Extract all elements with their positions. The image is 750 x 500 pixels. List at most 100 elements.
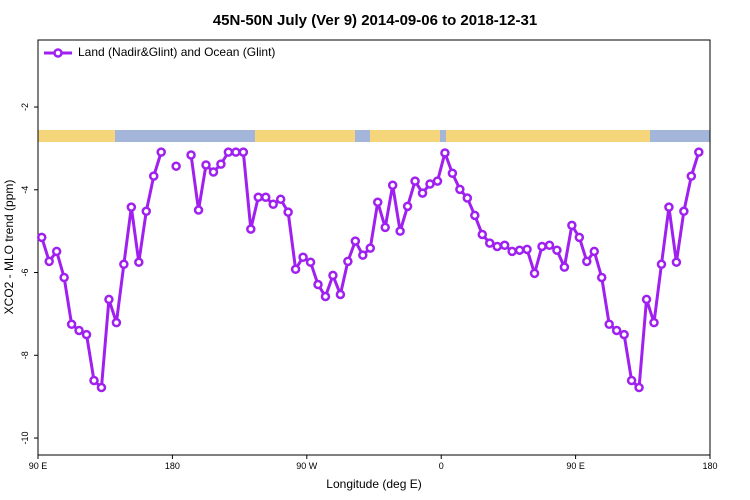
point bbox=[253, 192, 264, 202]
point bbox=[134, 257, 144, 267]
x-tick-label: 180 bbox=[702, 461, 717, 471]
y-tick-label: -8 bbox=[20, 351, 30, 359]
point bbox=[186, 150, 196, 160]
point bbox=[59, 272, 69, 283]
point bbox=[484, 238, 495, 248]
point bbox=[589, 246, 600, 257]
point bbox=[36, 232, 47, 243]
point bbox=[126, 202, 137, 212]
point bbox=[380, 222, 390, 233]
point bbox=[320, 291, 331, 302]
point bbox=[671, 257, 682, 267]
y-tick-label: -6 bbox=[20, 269, 30, 277]
point bbox=[447, 168, 458, 178]
point bbox=[305, 257, 316, 267]
point bbox=[492, 241, 502, 252]
point bbox=[74, 325, 84, 336]
point bbox=[440, 148, 450, 158]
point bbox=[365, 243, 376, 253]
land-ocean-strip bbox=[38, 130, 710, 142]
point bbox=[604, 319, 614, 330]
point bbox=[611, 325, 622, 336]
x-tick-label: 90 E bbox=[566, 461, 585, 471]
point bbox=[649, 317, 659, 328]
y-tick-label: -4 bbox=[20, 186, 30, 194]
chart-title: 45N-50N July (Ver 9) 2014-09-06 to 2018-… bbox=[213, 12, 537, 29]
point bbox=[141, 206, 152, 217]
point bbox=[679, 206, 689, 217]
x-tick-label: 180 bbox=[165, 461, 180, 471]
point bbox=[44, 256, 54, 267]
point bbox=[171, 161, 181, 171]
point bbox=[216, 159, 226, 169]
point bbox=[455, 184, 465, 195]
point bbox=[395, 226, 405, 236]
point bbox=[425, 179, 435, 189]
point bbox=[656, 259, 667, 270]
y-tick-label: -10 bbox=[20, 432, 30, 445]
point bbox=[529, 268, 540, 279]
point bbox=[350, 236, 361, 246]
point bbox=[537, 241, 547, 252]
x-axis-label: Longitude (deg E) bbox=[326, 477, 421, 491]
point bbox=[432, 176, 443, 186]
point bbox=[410, 176, 420, 186]
point bbox=[275, 194, 286, 205]
legend-label: Land (Nadir&Glint) and Ocean (Glint) bbox=[78, 45, 275, 59]
point bbox=[634, 382, 644, 393]
y-tick-label: -2 bbox=[20, 103, 30, 111]
point bbox=[402, 201, 413, 212]
point bbox=[298, 252, 308, 262]
point bbox=[111, 317, 122, 328]
point bbox=[231, 147, 241, 157]
point bbox=[268, 199, 278, 210]
point bbox=[664, 202, 674, 212]
point bbox=[313, 279, 323, 290]
point bbox=[596, 272, 607, 283]
point bbox=[156, 147, 166, 157]
point bbox=[514, 245, 525, 255]
point bbox=[260, 192, 271, 202]
plot-frame bbox=[37, 39, 711, 456]
point bbox=[574, 232, 585, 243]
point bbox=[89, 375, 99, 386]
point bbox=[223, 147, 234, 157]
point bbox=[499, 240, 510, 250]
point bbox=[559, 262, 570, 272]
point bbox=[81, 329, 92, 340]
legend-marker bbox=[53, 48, 63, 58]
point bbox=[694, 147, 704, 157]
point bbox=[51, 246, 62, 257]
point bbox=[626, 375, 637, 386]
point bbox=[686, 171, 697, 181]
point bbox=[641, 294, 652, 305]
point bbox=[238, 147, 249, 157]
point bbox=[66, 319, 77, 330]
point bbox=[372, 197, 383, 207]
point bbox=[119, 259, 129, 270]
point bbox=[387, 180, 398, 190]
point bbox=[522, 244, 532, 255]
point bbox=[582, 256, 592, 267]
x-tick-label: 0 bbox=[439, 461, 444, 471]
point bbox=[290, 264, 301, 274]
point bbox=[193, 205, 204, 215]
x-tick-label: 90 E bbox=[29, 461, 48, 471]
point bbox=[417, 188, 428, 198]
point bbox=[462, 193, 473, 203]
point bbox=[470, 210, 480, 221]
point bbox=[96, 382, 107, 393]
point bbox=[358, 250, 368, 260]
point bbox=[246, 224, 256, 234]
x-tick-label: 90 W bbox=[296, 461, 318, 471]
point bbox=[335, 289, 346, 300]
point bbox=[208, 167, 219, 177]
y-axis-label: XCO2 - MLO trend (ppm) bbox=[2, 180, 16, 315]
point bbox=[148, 171, 159, 181]
point bbox=[104, 294, 114, 305]
point bbox=[328, 270, 338, 281]
point bbox=[283, 207, 293, 217]
series-line bbox=[40, 150, 701, 390]
point bbox=[201, 160, 211, 170]
